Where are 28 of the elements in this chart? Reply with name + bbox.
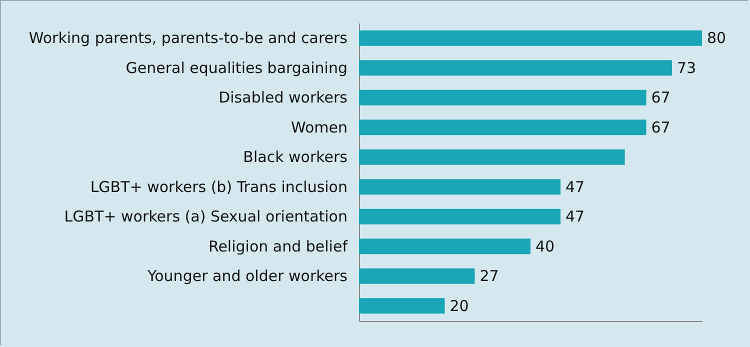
y-tick-label: Women — [291, 118, 348, 136]
data-label: 67 — [651, 118, 670, 136]
bar — [359, 30, 702, 46]
data-label: 47 — [566, 178, 585, 196]
bar — [359, 268, 475, 284]
bar — [359, 60, 672, 76]
bar — [359, 149, 625, 165]
y-tick-label: Disabled workers — [218, 88, 348, 107]
bar — [359, 238, 530, 254]
data-label: 47 — [566, 208, 585, 226]
y-tick-label: Working parents, parents-to-be and carers — [28, 29, 348, 48]
y-tick-label: Black workers — [243, 148, 348, 166]
bar — [359, 90, 646, 106]
bar — [359, 179, 561, 195]
data-label: 73 — [676, 58, 696, 77]
y-tick-label: LGBT+ workers (a) Sexual orientation — [64, 208, 348, 226]
data-label: 27 — [480, 267, 499, 286]
y-tick-label: Younger and older workers — [146, 267, 348, 286]
data-label: 80 — [707, 29, 726, 48]
y-tick-label: Religion and belief — [208, 237, 348, 256]
bar — [359, 120, 646, 136]
y-tick-label: General equalities bargaining — [126, 58, 348, 77]
data-label: 40 — [536, 237, 555, 256]
bar — [359, 298, 445, 314]
bar — [359, 208, 561, 224]
y-tick-label: LGBT+ workers (b) Trans inclusion — [90, 178, 348, 196]
data-label: 20 — [450, 296, 469, 315]
data-label: 67 — [651, 88, 670, 107]
